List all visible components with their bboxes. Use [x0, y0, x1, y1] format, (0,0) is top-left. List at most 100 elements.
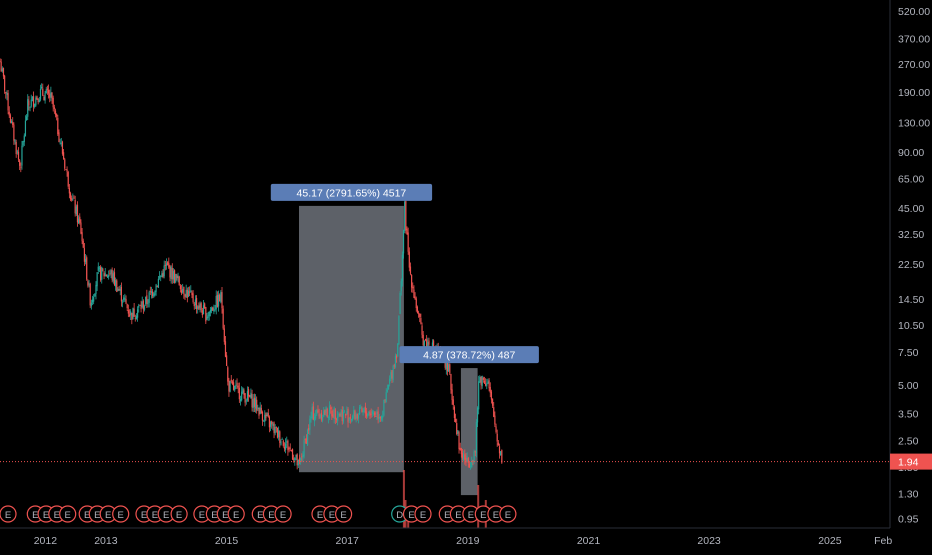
candle-body	[46, 88, 49, 90]
earnings-marker[interactable]: E	[474, 505, 492, 523]
candle-body	[83, 248, 86, 262]
candle-body	[206, 317, 208, 320]
candle-body	[24, 120, 27, 137]
earnings-marker[interactable]: E	[499, 505, 517, 523]
candle-body	[198, 305, 200, 310]
candle-body	[391, 370, 393, 379]
candle-body	[87, 281, 89, 286]
earnings-marker[interactable]: E	[170, 505, 188, 523]
candle-body	[5, 91, 7, 94]
candle-body	[371, 411, 373, 414]
candle-body	[200, 303, 202, 311]
event-marker-circle	[112, 505, 130, 523]
earnings-marker[interactable]: E	[462, 505, 480, 523]
candle-body	[412, 286, 414, 289]
candle-body	[483, 380, 486, 384]
candle-body	[119, 288, 121, 291]
event-marker-circle	[274, 505, 292, 523]
candle-body	[353, 410, 355, 417]
candle-body	[242, 388, 244, 394]
candle-body	[103, 272, 105, 277]
candle-body	[389, 378, 391, 384]
candle-body	[308, 427, 310, 431]
candle-body	[23, 135, 25, 143]
candle-body	[230, 379, 232, 382]
candle-body	[361, 408, 363, 412]
candle-body	[365, 411, 368, 417]
candle-body	[280, 441, 282, 445]
candle-body	[86, 257, 88, 280]
candle-body	[309, 418, 311, 430]
price-range-box[interactable]	[299, 205, 404, 473]
candle-body	[94, 293, 96, 297]
y-tick-label: 190.00	[898, 87, 930, 99]
candle-body	[184, 294, 186, 297]
earnings-marker[interactable]: E	[335, 505, 353, 523]
candle-body	[175, 273, 177, 283]
candle-body	[263, 420, 265, 422]
candle-body	[28, 100, 30, 106]
event-marker-label: E	[94, 510, 100, 521]
candle-body	[167, 261, 169, 266]
candle-body	[460, 448, 462, 455]
candle-body	[252, 399, 254, 408]
dividend-marker[interactable]: D	[391, 505, 409, 523]
candle-body	[362, 410, 364, 413]
candle-body	[212, 307, 214, 311]
candle-body	[133, 308, 135, 317]
earnings-marker[interactable]: E	[262, 505, 280, 523]
earnings-marker[interactable]: E	[112, 505, 130, 523]
candle-body	[102, 269, 104, 271]
candle-body	[357, 415, 360, 419]
earnings-marker[interactable]: E	[227, 505, 245, 523]
candle-body	[211, 307, 213, 312]
price-range-box[interactable]	[460, 368, 478, 496]
candle-body	[35, 97, 37, 106]
candle-body	[377, 411, 379, 419]
price-range-label: 4.87 (378.72%) 487	[423, 350, 515, 362]
candle-body	[305, 438, 308, 444]
candle-body	[380, 416, 383, 420]
candle-body	[471, 460, 473, 468]
candle-body	[323, 410, 325, 417]
earnings-marker[interactable]: E	[157, 505, 175, 523]
event-marker-label: E	[152, 510, 158, 521]
candle-body	[300, 457, 302, 461]
candle-body	[8, 111, 10, 116]
candle-body	[407, 232, 409, 252]
candle-body	[472, 460, 474, 462]
x-axis: 2012 2013 2015 2017 2019 2021 2023 2025 Feb	[0, 527, 892, 547]
event-marker-label: E	[340, 510, 346, 521]
earnings-marker[interactable]: E	[0, 505, 17, 523]
candle-body	[156, 286, 158, 287]
candle-body	[202, 305, 205, 315]
candle-body	[101, 267, 103, 280]
candle-body	[228, 380, 230, 392]
event-marker-label: E	[105, 510, 111, 521]
event-marker-label: E	[444, 510, 450, 521]
candle-body	[61, 141, 64, 154]
candle-body	[214, 309, 216, 311]
candle-body	[177, 275, 179, 279]
candle-body	[217, 294, 220, 307]
candle-body	[302, 454, 304, 458]
candle-body	[272, 424, 274, 426]
event-marker-label: E	[176, 510, 182, 521]
x-tick-label: 2019	[456, 535, 480, 547]
earnings-marker[interactable]: E	[414, 505, 432, 523]
candle-body	[397, 343, 399, 357]
candle-body	[378, 416, 380, 419]
candle-body	[69, 193, 72, 200]
candle-body	[96, 272, 98, 287]
candle-body	[236, 383, 238, 385]
candle-body	[250, 392, 252, 399]
candle-body	[89, 283, 91, 306]
candle-body	[394, 356, 397, 368]
earnings-marker[interactable]: E	[311, 505, 329, 523]
earnings-marker[interactable]: E	[274, 505, 292, 523]
candle-body	[60, 143, 62, 144]
candle-body	[386, 389, 388, 392]
earnings-marker[interactable]: E	[59, 505, 77, 523]
